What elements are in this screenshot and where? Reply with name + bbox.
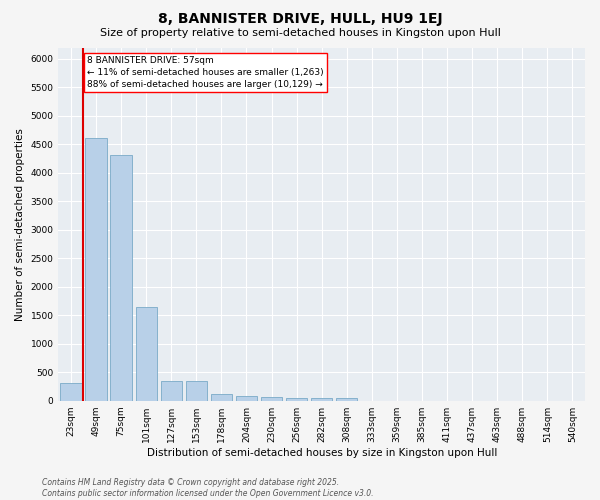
Bar bbox=[286, 398, 307, 400]
Bar bbox=[236, 396, 257, 400]
Bar bbox=[211, 394, 232, 400]
Bar bbox=[60, 383, 82, 400]
Text: 8 BANNISTER DRIVE: 57sqm
← 11% of semi-detached houses are smaller (1,263)
88% o: 8 BANNISTER DRIVE: 57sqm ← 11% of semi-d… bbox=[87, 56, 324, 89]
Text: Contains HM Land Registry data © Crown copyright and database right 2025.
Contai: Contains HM Land Registry data © Crown c… bbox=[42, 478, 373, 498]
Text: 8, BANNISTER DRIVE, HULL, HU9 1EJ: 8, BANNISTER DRIVE, HULL, HU9 1EJ bbox=[158, 12, 442, 26]
Bar bbox=[110, 154, 132, 400]
Text: Size of property relative to semi-detached houses in Kingston upon Hull: Size of property relative to semi-detach… bbox=[100, 28, 500, 38]
Bar bbox=[185, 382, 207, 400]
Bar bbox=[85, 138, 107, 400]
Bar bbox=[261, 398, 282, 400]
Bar bbox=[161, 382, 182, 400]
Y-axis label: Number of semi-detached properties: Number of semi-detached properties bbox=[15, 128, 25, 320]
X-axis label: Distribution of semi-detached houses by size in Kingston upon Hull: Distribution of semi-detached houses by … bbox=[146, 448, 497, 458]
Bar bbox=[136, 306, 157, 400]
Bar bbox=[336, 398, 358, 400]
Bar bbox=[311, 398, 332, 400]
